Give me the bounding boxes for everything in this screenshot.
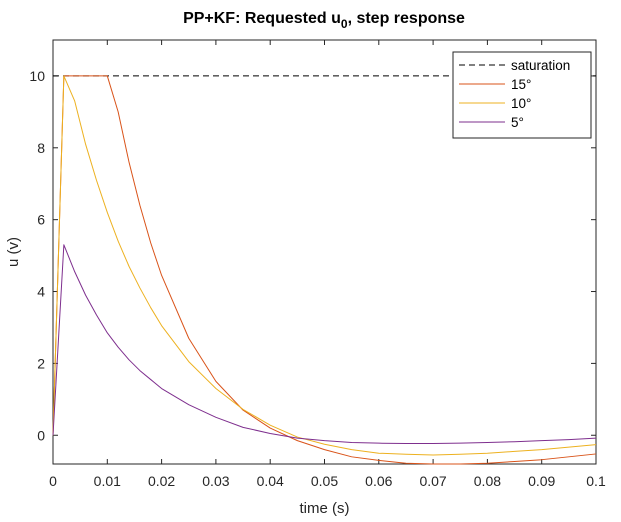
legend-items: saturation 15° 10° 5° bbox=[459, 58, 570, 130]
chart-title-rest: , step response bbox=[348, 10, 465, 27]
series-line-1 bbox=[52, 75, 597, 465]
y-tick-label: 2 bbox=[37, 355, 45, 371]
x-tick-label: 0.05 bbox=[311, 473, 338, 489]
y-tick-label: 6 bbox=[37, 212, 45, 228]
x-tick-label: 0.06 bbox=[365, 473, 392, 489]
y-tick-label: 10 bbox=[29, 68, 45, 84]
x-tick-label: 0.02 bbox=[148, 473, 175, 489]
legend-label-0: saturation bbox=[511, 58, 570, 73]
y-tick-label: 8 bbox=[37, 140, 45, 156]
legend-box bbox=[452, 51, 592, 139]
x-tick-label: 0 bbox=[49, 473, 57, 489]
legend: saturation 15° 10° 5° bbox=[452, 51, 592, 139]
series-line-3 bbox=[52, 244, 597, 445]
x-tick-label: 0.07 bbox=[419, 473, 446, 489]
chart-title-subscript: 0 bbox=[341, 17, 348, 31]
x-tick-label: 0.08 bbox=[474, 473, 501, 489]
legend-label-3: 5° bbox=[511, 115, 524, 130]
x-tick-label: 0.1 bbox=[586, 473, 606, 489]
x-tick-label: 0.04 bbox=[257, 473, 284, 489]
y-tick-label: 4 bbox=[37, 284, 45, 300]
x-axis-label: time (s) bbox=[300, 500, 350, 517]
y-tick-label: 0 bbox=[37, 427, 45, 443]
x-tick-label: 0.03 bbox=[202, 473, 229, 489]
y-axis-label: u (v) bbox=[5, 237, 22, 267]
chart-title-main: PP+KF: Requested u bbox=[183, 10, 341, 27]
x-tick-label: 0.01 bbox=[94, 473, 121, 489]
chart-title: PP+KF: Requested u0, step response bbox=[183, 10, 465, 31]
axis-tick-labels: 0 0.01 0.02 0.03 0.04 0.05 0.06 0.07 0.08 0.09 0.1… bbox=[29, 68, 606, 489]
legend-label-2: 10° bbox=[511, 96, 531, 111]
legend-label-1: 15° bbox=[511, 77, 531, 92]
series-line-2 bbox=[52, 75, 597, 456]
x-tick-label: 0.09 bbox=[528, 473, 555, 489]
